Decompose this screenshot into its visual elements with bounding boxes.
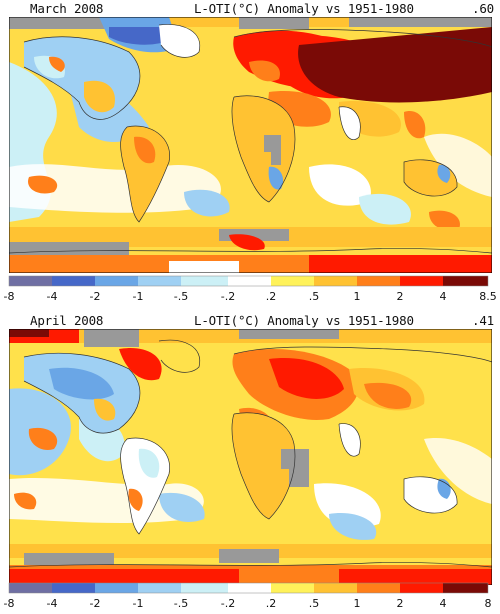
legend-tick: -.2 — [221, 597, 235, 610]
panel-title: L-OTI(°C) Anomaly vs 1951-1980 — [194, 1, 414, 16]
legend-bin — [181, 583, 228, 593]
legend-tick: -8 — [4, 597, 15, 610]
legend-bin — [357, 583, 400, 593]
legend-bin — [400, 276, 443, 286]
legend-bins — [8, 275, 489, 287]
color-legend: -8 -4 -2 -1 -.5 -.2 .2 .5 1 2 4 8 — [4, 582, 492, 610]
legend-bin — [228, 583, 271, 593]
legend-bin — [181, 276, 228, 286]
legend-border — [8, 275, 489, 287]
legend-bin — [9, 583, 52, 593]
anomaly-map — [9, 329, 492, 585]
legend-tick: -.5 — [174, 597, 188, 610]
legend-bin — [138, 276, 181, 286]
legend-bin — [95, 583, 138, 593]
legend-border — [8, 582, 489, 594]
legend-bin — [95, 276, 138, 286]
panel-title-row: March 2008 L-OTI(°C) Anomaly vs 1951-198… — [0, 0, 500, 18]
color-legend: -8 -4 -2 -1 -.5 -.2 .2 .5 1 2 4 8.5 — [4, 275, 497, 303]
panel-title: L-OTI(°C) Anomaly vs 1951-1980 — [194, 313, 414, 328]
legend-bin — [357, 276, 400, 286]
legend-tick: .2 — [266, 597, 277, 610]
legend-bin — [271, 276, 314, 286]
legend-ticks: -8 -4 -2 -1 -.5 -.2 .2 .5 1 2 4 8 — [4, 597, 492, 610]
legend-tick: -.2 — [221, 290, 235, 303]
legend-tick: 4 — [440, 597, 447, 610]
legend-tick: 1 — [354, 290, 361, 303]
legend-bin — [138, 583, 181, 593]
legend-bin — [271, 583, 314, 593]
legend-bin — [314, 276, 357, 286]
legend-tick: 4 — [440, 290, 447, 303]
legend-tick: -1 — [133, 290, 144, 303]
legend-tick: -8 — [4, 290, 15, 303]
global-mean-value: .60 — [472, 1, 494, 16]
legend-tick: -2 — [90, 597, 101, 610]
legend-tick: .5 — [309, 597, 320, 610]
legend-bin — [52, 276, 95, 286]
legend-bins — [8, 582, 489, 594]
panel-march-2008: March 2008 L-OTI(°C) Anomaly vs 1951-198… — [0, 0, 500, 303]
anomaly-map — [9, 17, 492, 273]
legend-bin — [443, 276, 488, 286]
legend-tick: -4 — [47, 290, 58, 303]
legend-bin — [52, 583, 95, 593]
panel-month-label: April 2008 — [30, 313, 104, 328]
legend-tick: -.5 — [174, 290, 188, 303]
legend-tick: 2 — [397, 290, 404, 303]
legend-bin — [443, 583, 488, 593]
panel-april-2008: April 2008 L-OTI(°C) Anomaly vs 1951-198… — [0, 312, 500, 614]
legend-tick: -1 — [133, 597, 144, 610]
legend-bin — [228, 276, 271, 286]
panel-month-label: March 2008 — [30, 1, 104, 16]
legend-tick: 8.5 — [479, 290, 497, 303]
legend-tick: -4 — [47, 597, 58, 610]
legend-tick: .5 — [309, 290, 320, 303]
legend-bin — [314, 583, 357, 593]
legend-ticks: -8 -4 -2 -1 -.5 -.2 .2 .5 1 2 4 8.5 — [4, 290, 497, 303]
panel-title-row: April 2008 L-OTI(°C) Anomaly vs 1951-198… — [0, 312, 500, 330]
legend-bin — [9, 276, 52, 286]
legend-tick: 2 — [397, 597, 404, 610]
legend-tick: .2 — [266, 290, 277, 303]
legend-tick: 8 — [485, 597, 492, 610]
global-mean-value: .41 — [472, 313, 494, 328]
legend-bin — [400, 583, 443, 593]
legend-tick: -2 — [90, 290, 101, 303]
legend-tick: 1 — [354, 597, 361, 610]
